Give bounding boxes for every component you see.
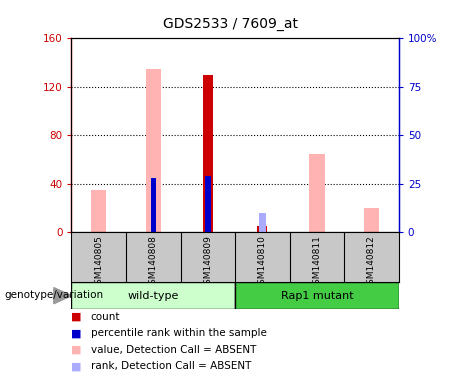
Text: genotype/variation: genotype/variation [5, 290, 104, 300]
Text: GSM140805: GSM140805 [94, 235, 103, 290]
Bar [259, 213, 266, 232]
Text: GDS2533 / 7609_at: GDS2533 / 7609_at [163, 17, 298, 31]
Text: ■: ■ [71, 328, 82, 338]
Bar [309, 154, 325, 232]
Bar [146, 69, 161, 232]
Text: ■: ■ [71, 312, 82, 322]
Text: value, Detection Call = ABSENT: value, Detection Call = ABSENT [91, 345, 256, 355]
Text: Rap1 mutant: Rap1 mutant [281, 291, 353, 301]
Text: rank, Detection Call = ABSENT: rank, Detection Call = ABSENT [91, 361, 251, 371]
Bar [203, 75, 213, 232]
Text: GSM140810: GSM140810 [258, 235, 267, 290]
Text: ■: ■ [71, 345, 82, 355]
Bar [205, 176, 211, 232]
Text: GSM140812: GSM140812 [367, 235, 376, 290]
Polygon shape [54, 288, 71, 304]
Bar [91, 190, 106, 232]
Bar [364, 208, 379, 232]
Bar [71, 282, 235, 309]
Bar [258, 226, 267, 232]
Bar [151, 178, 156, 232]
Text: percentile rank within the sample: percentile rank within the sample [91, 328, 267, 338]
Text: GSM140811: GSM140811 [313, 235, 321, 290]
Text: GSM140808: GSM140808 [149, 235, 158, 290]
Bar [235, 282, 399, 309]
Text: ■: ■ [71, 361, 82, 371]
Text: count: count [91, 312, 120, 322]
Text: wild-type: wild-type [128, 291, 179, 301]
Text: GSM140809: GSM140809 [203, 235, 213, 290]
